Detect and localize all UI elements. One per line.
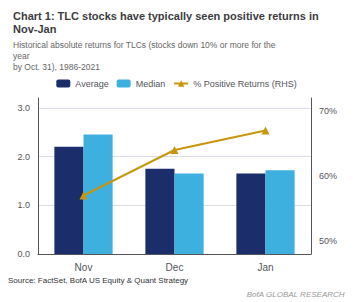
svg-text:2.0: 2.0 [17,152,30,162]
svg-text:Average: Average [75,79,108,89]
svg-text:year: year [13,51,30,61]
svg-text:Chart 1: TLC stocks have typic: Chart 1: TLC stocks have typically seen … [13,10,322,22]
svg-text:Nov-Jan: Nov-Jan [13,23,57,35]
svg-text:1.0: 1.0 [17,200,30,210]
svg-text:50%: 50% [319,236,337,246]
svg-text:Jan: Jan [257,262,273,273]
svg-text:Source: FactSet, BofA US Equit: Source: FactSet, BofA US Equity & Quant … [8,276,188,285]
svg-text:% Positive Returns (RHS): % Positive Returns (RHS) [193,79,297,89]
svg-text:Dec: Dec [166,262,184,273]
svg-text:by Oct. 31), 1986-2021: by Oct. 31), 1986-2021 [13,62,100,72]
svg-text:BofA GLOBAL RESEARCH: BofA GLOBAL RESEARCH [247,290,345,299]
svg-text:60%: 60% [319,171,337,181]
svg-text:0.0: 0.0 [17,249,30,259]
svg-text:Historical absolute returns fo: Historical absolute returns for TLCs (st… [13,40,278,50]
svg-text:Nov: Nov [75,262,93,273]
svg-text:Median: Median [136,79,166,89]
svg-text:70%: 70% [319,106,337,116]
svg-text:3.0: 3.0 [17,103,30,113]
